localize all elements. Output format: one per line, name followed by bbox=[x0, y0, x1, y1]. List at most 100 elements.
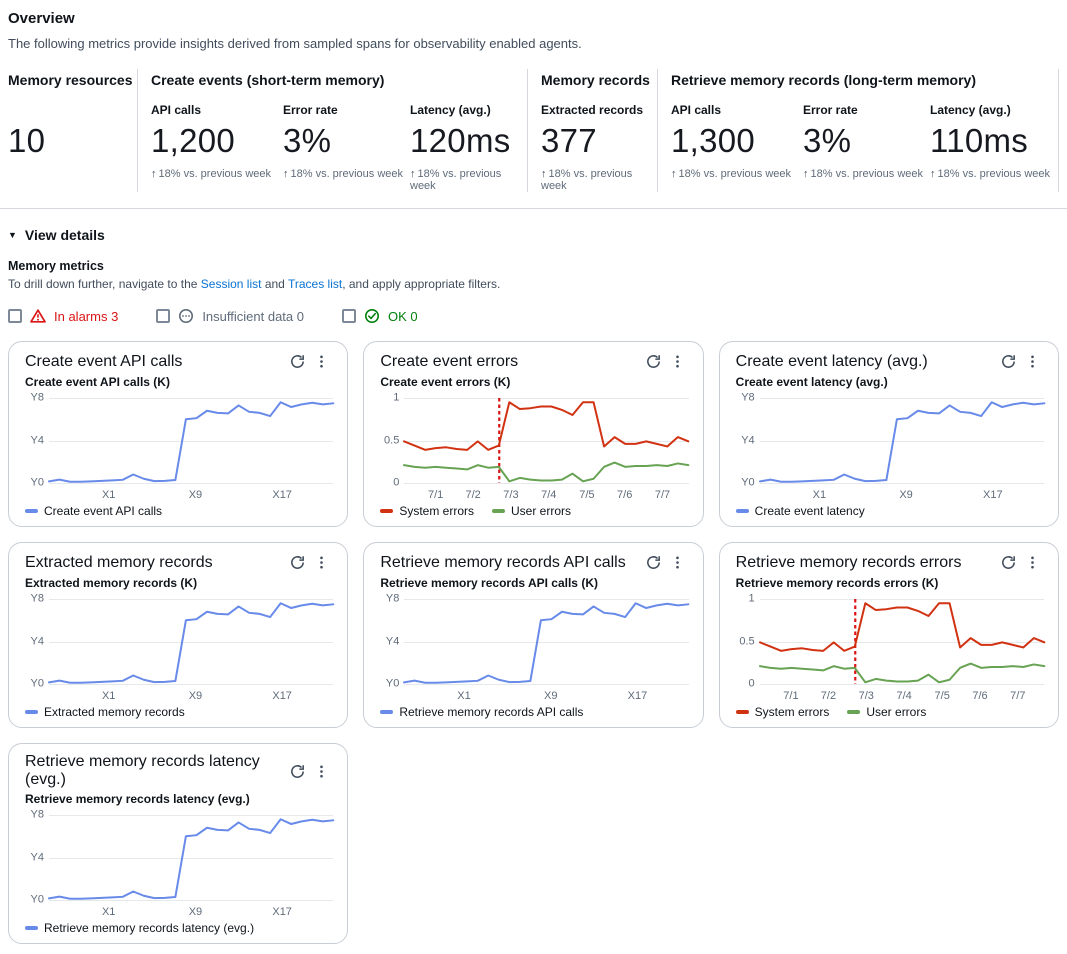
x-axis-label: X17 bbox=[983, 489, 1003, 501]
refresh-button[interactable] bbox=[641, 351, 666, 372]
card-title: Create event latency (avg.) bbox=[735, 352, 928, 370]
filter-ok[interactable]: OK 0 bbox=[341, 308, 418, 324]
view-details-toggle[interactable]: ▼ View details bbox=[8, 227, 1059, 243]
metric-trend: ↑ 18% vs. previous week bbox=[541, 168, 633, 192]
metric-label: Error rate bbox=[283, 103, 338, 117]
y-axis-label: 1 bbox=[748, 592, 755, 605]
chart-title: Create event latency (avg.) bbox=[735, 375, 888, 389]
chart-title: Create event errors (K) bbox=[380, 375, 511, 389]
card-title: Create event API calls bbox=[25, 352, 183, 370]
kebab-menu-button[interactable] bbox=[310, 352, 333, 371]
y-axis-label: Y0 bbox=[385, 677, 400, 690]
legend-item[interactable]: Create event API calls bbox=[25, 504, 162, 518]
metric-value: 377 bbox=[541, 122, 597, 159]
in-alarms-checkbox[interactable] bbox=[8, 309, 22, 323]
refresh-button[interactable] bbox=[641, 552, 666, 573]
insufficient-data-checkbox[interactable] bbox=[156, 309, 171, 323]
chart-title: Retrieve memory records latency (evg.) bbox=[25, 792, 250, 806]
x-axis-label: X9 bbox=[188, 906, 203, 918]
y-axis-label: Y8 bbox=[30, 592, 44, 605]
legend-label: Create event API calls bbox=[44, 504, 163, 518]
metric-block: Latency (avg.) 120ms ↑ 18% vs. previous w… bbox=[410, 103, 527, 192]
kebab-menu-button[interactable] bbox=[310, 762, 333, 781]
refresh-button[interactable] bbox=[996, 552, 1021, 573]
series-line bbox=[404, 402, 688, 450]
chart-plot-wrap: Y0 Y4 Y8 X1 X9 X17 bbox=[25, 592, 333, 702]
memory-metrics-description: To drill down further, navigate to the S… bbox=[8, 277, 501, 291]
series-line bbox=[760, 603, 1044, 651]
metric-label: Extracted records bbox=[541, 103, 644, 117]
y-axis-label: 0.5 bbox=[384, 433, 400, 446]
metric-block: API calls 1,300 ↑ 18% vs. previous week bbox=[671, 103, 803, 180]
kebab-menu-button[interactable] bbox=[666, 352, 689, 371]
chart-legend: Retrieve memory records API calls bbox=[380, 705, 688, 719]
legend-label: System errors bbox=[754, 705, 830, 719]
y-axis-label: 0 bbox=[393, 476, 400, 489]
metric-label: API calls bbox=[671, 103, 722, 117]
chart-title: Extracted memory records (K) bbox=[25, 576, 198, 590]
series-line bbox=[49, 402, 333, 481]
kebab-menu-button[interactable] bbox=[1021, 553, 1044, 572]
legend-item[interactable]: System errors bbox=[380, 504, 474, 518]
card-title: Create event errors bbox=[380, 352, 519, 370]
refresh-button[interactable] bbox=[285, 351, 310, 372]
traces-list-link[interactable]: Traces list bbox=[287, 277, 343, 291]
legend-swatch-icon bbox=[492, 509, 506, 513]
kebab-menu-button[interactable] bbox=[666, 553, 689, 572]
legend-item[interactable]: Extracted memory records bbox=[25, 705, 185, 719]
trend-up-icon: ↑ bbox=[671, 168, 677, 180]
x-axis-label: 7/7 bbox=[1010, 690, 1026, 702]
legend-label: Extracted memory records bbox=[44, 705, 185, 719]
summary-group-memory-resources: Memory resources 10 bbox=[8, 69, 137, 192]
chart-legend: Create event API calls bbox=[25, 504, 333, 518]
group-heading: Create events (short-term memory) bbox=[151, 72, 385, 88]
y-axis-label: Y4 bbox=[741, 433, 755, 446]
group-heading: Memory records bbox=[541, 72, 650, 88]
x-axis-label: X9 bbox=[899, 489, 913, 501]
legend-item[interactable]: Retrieve memory records latency (evg.) bbox=[25, 921, 254, 935]
gridline bbox=[49, 483, 334, 484]
chart-title: Retrieve memory records API calls (K) bbox=[380, 576, 598, 590]
caret-down-icon: ▼ bbox=[8, 230, 17, 240]
legend-swatch-icon bbox=[847, 710, 861, 714]
kebab-menu-icon bbox=[1031, 556, 1034, 569]
y-axis-label: Y0 bbox=[30, 893, 44, 906]
refresh-button[interactable] bbox=[285, 761, 310, 782]
legend-swatch-icon bbox=[25, 710, 38, 714]
legend-item[interactable]: Retrieve memory records API calls bbox=[380, 705, 583, 719]
plot-area: 7/1 7/2 7/3 7/4 7/5 7/6 7/7 bbox=[760, 599, 1044, 702]
legend-item[interactable]: System errors bbox=[735, 705, 830, 719]
y-axis: Y0 Y4 Y8 bbox=[380, 592, 404, 689]
trend-up-icon: ↑ bbox=[410, 168, 416, 180]
summary-metrics: Memory resources 10 Create events (short… bbox=[8, 69, 1059, 208]
gridline bbox=[404, 599, 689, 600]
kebab-menu-button[interactable] bbox=[310, 553, 333, 572]
chart-plot-wrap: Y0 Y4 Y8 X1 X9 X17 bbox=[380, 592, 689, 702]
filter-in-alarms[interactable]: In alarms 3 bbox=[8, 308, 118, 324]
refresh-button[interactable] bbox=[996, 351, 1021, 372]
gridline bbox=[404, 641, 689, 643]
legend-item[interactable]: User errors bbox=[492, 504, 571, 518]
session-list-link[interactable]: Session list bbox=[200, 277, 262, 291]
legend-item[interactable]: User errors bbox=[847, 705, 926, 719]
legend-item[interactable]: Create event latency bbox=[735, 504, 865, 518]
metric-trend: ↑ 18% vs. previous week bbox=[283, 168, 403, 180]
y-axis-label: Y0 bbox=[30, 677, 44, 690]
metric-card: Retrieve memory records errors Retrieve … bbox=[718, 542, 1059, 728]
legend-swatch-icon bbox=[380, 509, 394, 513]
kebab-menu-button[interactable] bbox=[1021, 352, 1044, 371]
y-axis-label: 0 bbox=[748, 677, 755, 690]
alarm-warning-icon bbox=[30, 309, 46, 323]
ok-checkbox[interactable] bbox=[341, 309, 356, 323]
legend-label: System errors bbox=[399, 504, 475, 518]
chart-plot-wrap: 0 0.5 1 7/1 7/2 7/3 7/4 7/5 7/6 7/7 bbox=[736, 592, 1044, 702]
filter-insufficient-data[interactable]: Insufficient data 0 bbox=[156, 308, 304, 324]
filter-label: OK 0 bbox=[387, 308, 418, 324]
plot-area: X1 X9 X17 bbox=[49, 815, 334, 918]
trend-up-icon: ↑ bbox=[283, 168, 289, 180]
refresh-button[interactable] bbox=[285, 552, 310, 573]
metric-block: Error rate 3% ↑ 18% vs. previous week bbox=[283, 103, 410, 192]
refresh-icon bbox=[646, 355, 660, 368]
chart-canvas bbox=[49, 599, 333, 684]
gridline bbox=[49, 815, 334, 816]
